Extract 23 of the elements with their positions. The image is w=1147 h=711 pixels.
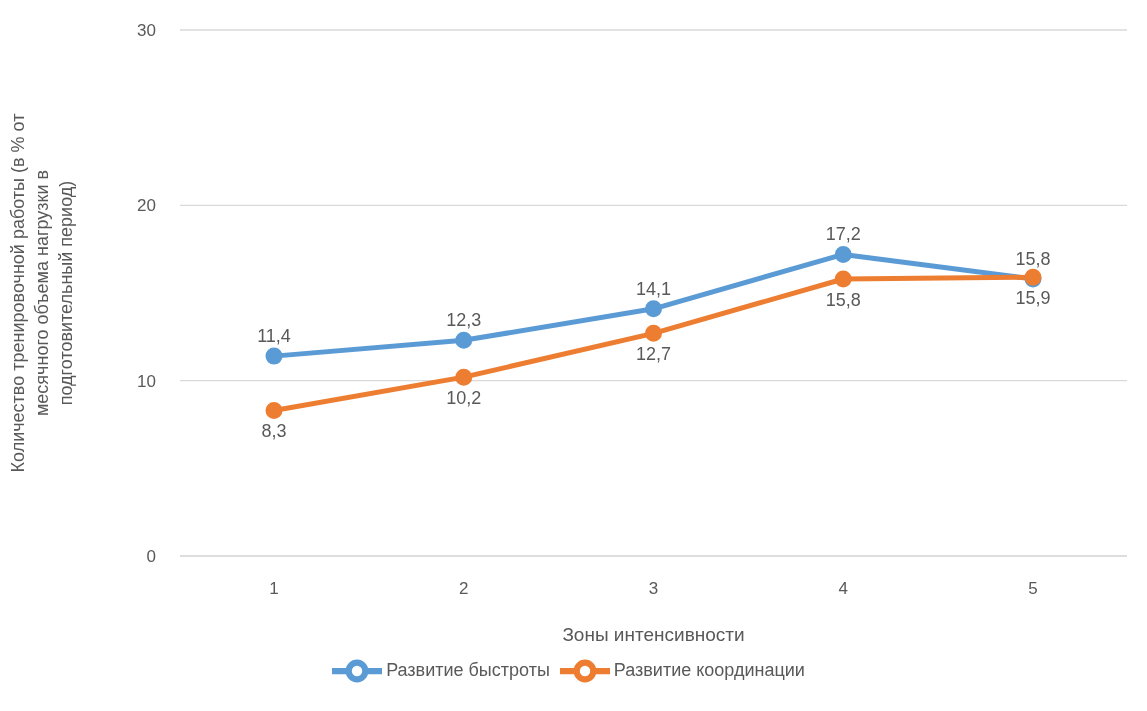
x-tick-label: 4 (838, 579, 848, 599)
data-label: 10,2 (446, 387, 482, 408)
y-tick-label: 0 (146, 547, 156, 567)
data-label: 15,8 (1015, 248, 1051, 269)
x-tick-label: 2 (459, 579, 469, 599)
y-tick-label: 30 (137, 21, 156, 41)
data-label: 12,7 (635, 344, 672, 365)
data-label: 11,4 (257, 326, 291, 347)
data-label: 14,1 (635, 278, 672, 299)
data-label: 15,9 (1015, 288, 1051, 308)
y-tick-label: 20 (137, 196, 156, 216)
x-axis-title: Зоны интенсивности (562, 624, 745, 645)
legend-label: Развитие координации (613, 659, 805, 680)
x-tick-label: 1 (269, 579, 279, 599)
x-tick-label: 5 (1028, 579, 1038, 599)
y-tick-label: 10 (137, 371, 156, 391)
y-axis-title: Количество тренировочной работы (в % от месячного объема нагрузки в подготовительный период) (8, 113, 76, 473)
data-label: 17,2 (825, 224, 861, 245)
legend-label: Развитие быстроты (386, 659, 550, 680)
x-tick-label: 3 (648, 579, 659, 599)
data-label: 15,8 (825, 289, 861, 310)
data-label: 8,3 (261, 421, 287, 442)
data-label: 12,3 (446, 310, 482, 331)
